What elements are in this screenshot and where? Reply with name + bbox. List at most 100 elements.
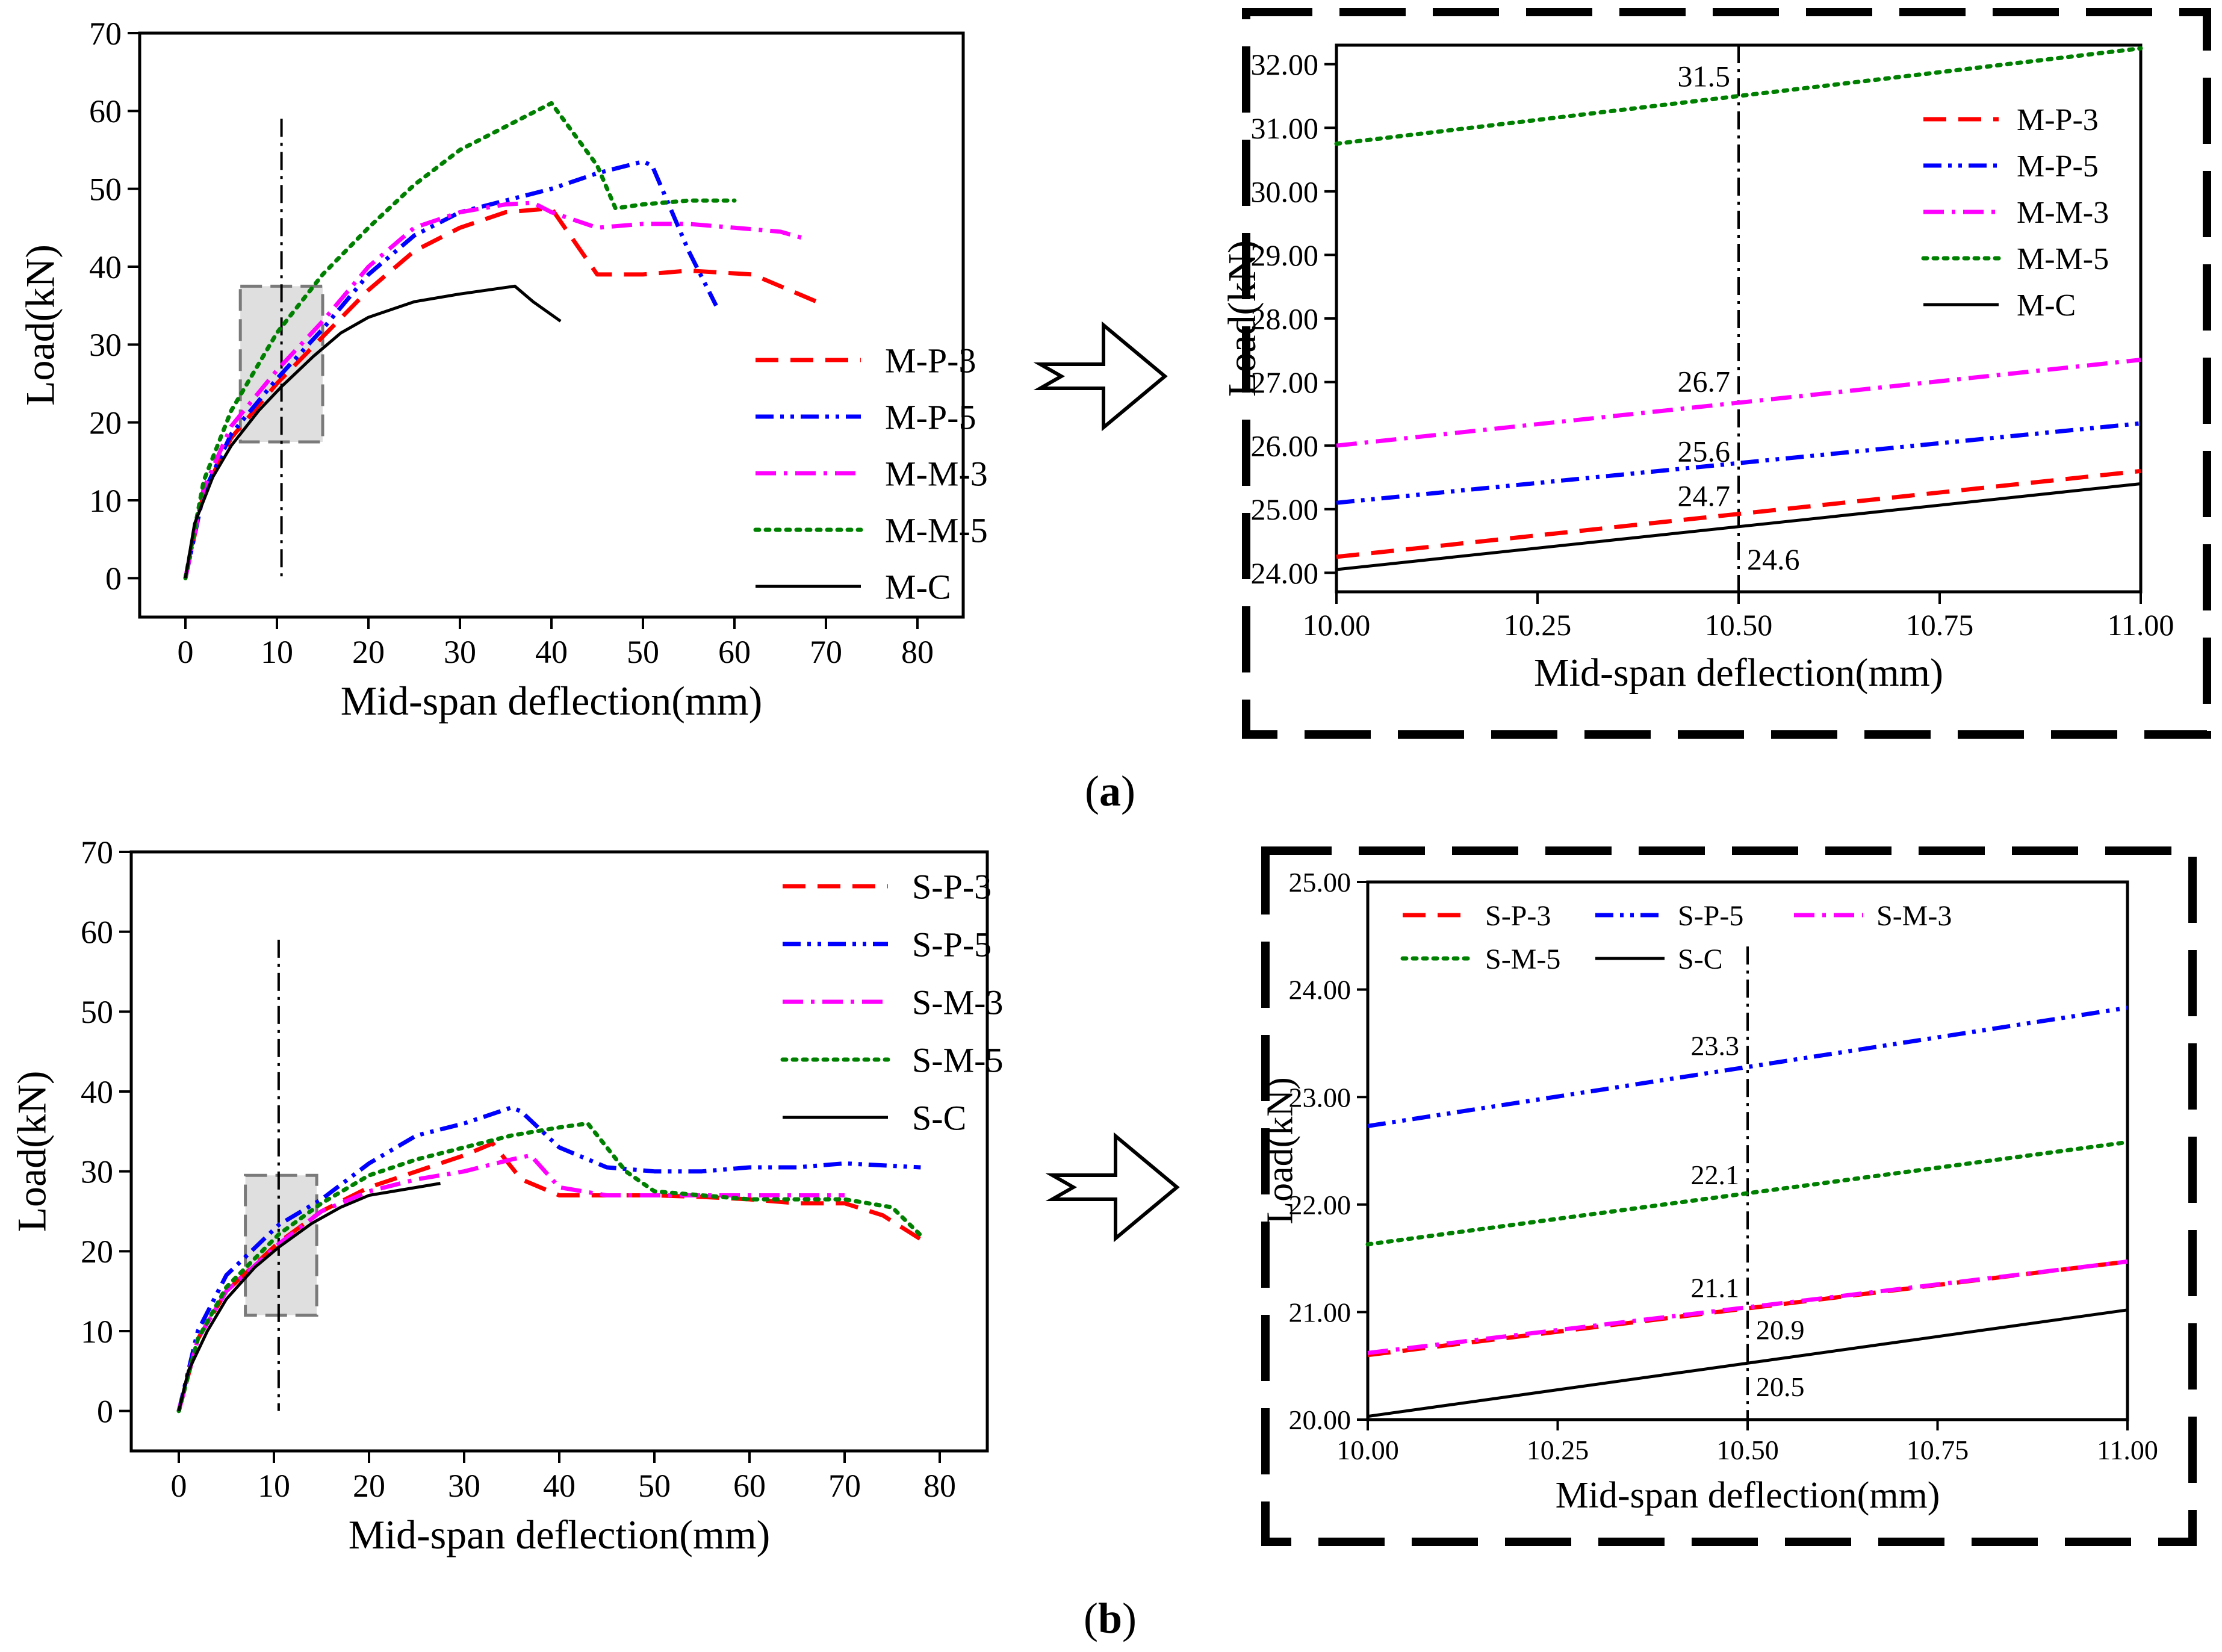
caption-a: (a) xyxy=(1085,767,1135,815)
y-tick-label: 70 xyxy=(89,16,122,52)
x-axis-label: Mid-span deflection(mm) xyxy=(1534,651,1943,695)
x-tick-label: 11.00 xyxy=(2108,608,2174,642)
y-tick-label: 70 xyxy=(81,834,113,871)
x-tick-label: 10.00 xyxy=(1303,608,1371,642)
series-s-m-5-line xyxy=(1365,1140,2130,1247)
legend-label: M-P-5 xyxy=(885,397,976,436)
y-tick-label: 30 xyxy=(81,1154,113,1190)
y-tick-label: 26.00 xyxy=(1251,429,1319,463)
x-tick-label: 70 xyxy=(828,1468,861,1504)
legend-label: M-P-5 xyxy=(2017,149,2099,184)
x-tick-label: 80 xyxy=(923,1468,956,1504)
legend-label: S-P-3 xyxy=(912,867,992,906)
chart-a-zoom: 10.00 10.25 10.50 10.75 11.00 24.00 25.00 26.00… xyxy=(1220,43,2174,695)
x-tick-label: 80 xyxy=(901,634,934,670)
x-tick-label: 40 xyxy=(535,634,568,670)
data-label: 20.9 xyxy=(1756,1314,1805,1345)
data-label: 25.6 xyxy=(1678,434,1731,468)
legend-label: S-C xyxy=(912,1098,966,1137)
y-axis-label: Load(kN) xyxy=(8,1070,54,1232)
y-tick-label: 60 xyxy=(81,914,113,951)
data-label: 21.1 xyxy=(1691,1272,1740,1303)
y-tick-label: 40 xyxy=(89,249,122,285)
y-tick-label: 29.00 xyxy=(1251,238,1319,272)
series-m-m-3-line xyxy=(183,200,808,579)
y-tick-label: 31.00 xyxy=(1251,111,1319,145)
y-tick-label: 21.00 xyxy=(1289,1297,1352,1328)
series-m-p-3-line xyxy=(1336,468,2141,559)
x-tick-label: 40 xyxy=(543,1468,576,1504)
x-tick-label: 10.75 xyxy=(1906,608,1974,642)
x-tick-label: 0 xyxy=(171,1468,187,1504)
x-tick-label: 60 xyxy=(718,634,751,670)
series-s-c-line xyxy=(1367,1308,2128,1418)
series-m-m-3-line xyxy=(1336,358,2141,448)
x-tick-label: 70 xyxy=(810,634,842,670)
legend-label: M-C xyxy=(2017,288,2076,323)
y-tick-label: 20.00 xyxy=(1289,1405,1352,1435)
x-tick-label: 50 xyxy=(638,1468,671,1504)
y-tick-label: 40 xyxy=(81,1074,113,1110)
y-tick-label: 32.00 xyxy=(1251,48,1319,81)
x-tick-label: 0 xyxy=(178,634,194,670)
legend-label: S-P-5 xyxy=(912,925,992,964)
legend-label: S-C xyxy=(1678,943,1723,975)
caption-b: (b) xyxy=(1084,1594,1137,1642)
series-s-m-3-line xyxy=(176,1153,845,1412)
x-axis-label: Mid-span deflection(mm) xyxy=(341,678,763,724)
series-s-p-5-line xyxy=(1367,1005,2128,1128)
y-tick-label: 30.00 xyxy=(1251,175,1319,208)
legend-label: S-P-3 xyxy=(1485,900,1551,932)
legend-label: S-M-5 xyxy=(1485,943,1560,975)
series-s-c-line xyxy=(177,1182,441,1412)
y-tick-label: 0 xyxy=(105,560,122,597)
y-tick-label: 25.00 xyxy=(1289,867,1352,898)
data-label: 20.5 xyxy=(1756,1371,1805,1402)
legend-label: M-M-5 xyxy=(2017,242,2109,276)
legend-label: M-M-5 xyxy=(885,511,988,550)
chart-b-zoom: 10.00 10.25 10.50 10.75 11.00 20.00 21.00 22.00… xyxy=(1260,867,2158,1516)
zoom-frame-a xyxy=(1242,8,2211,739)
y-axis-label: Load(kN) xyxy=(1220,240,1264,397)
series-m-m-5-line xyxy=(1334,46,2143,146)
y-tick-label: 23.00 xyxy=(1289,1082,1352,1113)
legend-label: M-C xyxy=(885,567,951,606)
x-axis-label: Mid-span deflection(mm) xyxy=(349,1512,771,1557)
chart-b-main: 0 10 20 30 40 50 60 70 80 0 10 20 30 40 50 60 70 Mid-span… xyxy=(8,834,1003,1557)
legend-label: M-M-3 xyxy=(885,454,988,493)
series-s-m-5-line xyxy=(176,1121,923,1414)
legend-label: M-P-3 xyxy=(2017,103,2099,137)
x-tick-label: 50 xyxy=(627,634,659,670)
y-tick-label: 20 xyxy=(89,405,122,441)
data-label: 31.5 xyxy=(1678,59,1731,93)
x-tick-label: 60 xyxy=(733,1468,766,1504)
series-m-c-line xyxy=(1336,482,2141,571)
x-tick-label: 10 xyxy=(261,634,293,670)
data-label: 22.1 xyxy=(1691,1160,1740,1190)
zoom-frame-b xyxy=(1261,846,2197,1546)
y-tick-label: 24.00 xyxy=(1251,556,1319,590)
x-tick-label: 10.75 xyxy=(1907,1435,1969,1465)
y-tick-label: 25.00 xyxy=(1251,492,1319,526)
y-tick-label: 20 xyxy=(81,1234,113,1270)
series-m-p-3-line xyxy=(183,206,818,579)
x-tick-label: 20 xyxy=(352,634,385,670)
x-tick-label: 10.50 xyxy=(1716,1435,1779,1465)
legend-label: S-P-5 xyxy=(1678,900,1743,932)
x-tick-label: 10.25 xyxy=(1504,608,1572,642)
x-tick-label: 10 xyxy=(258,1468,290,1504)
legend-label: S-M-3 xyxy=(1876,900,1952,932)
y-tick-label: 24.00 xyxy=(1289,975,1352,1005)
arrow-icon xyxy=(1045,1132,1180,1243)
legend-label: M-M-3 xyxy=(2017,196,2109,230)
series-s-m-3-line xyxy=(1367,1259,2128,1355)
x-tick-label: 10.00 xyxy=(1336,1435,1399,1465)
chart-a-main: 0 10 20 30 40 50 60 70 80 0 10 20 30 40 50 60 70 Mid-span… xyxy=(17,16,987,724)
plot-frame xyxy=(129,850,989,1453)
x-axis-label: Mid-span deflection(mm) xyxy=(1556,1475,1940,1516)
data-label: 26.7 xyxy=(1678,364,1731,398)
y-tick-label: 60 xyxy=(89,93,122,129)
x-tick-label: 30 xyxy=(444,634,476,670)
x-tick-label: 20 xyxy=(353,1468,385,1504)
